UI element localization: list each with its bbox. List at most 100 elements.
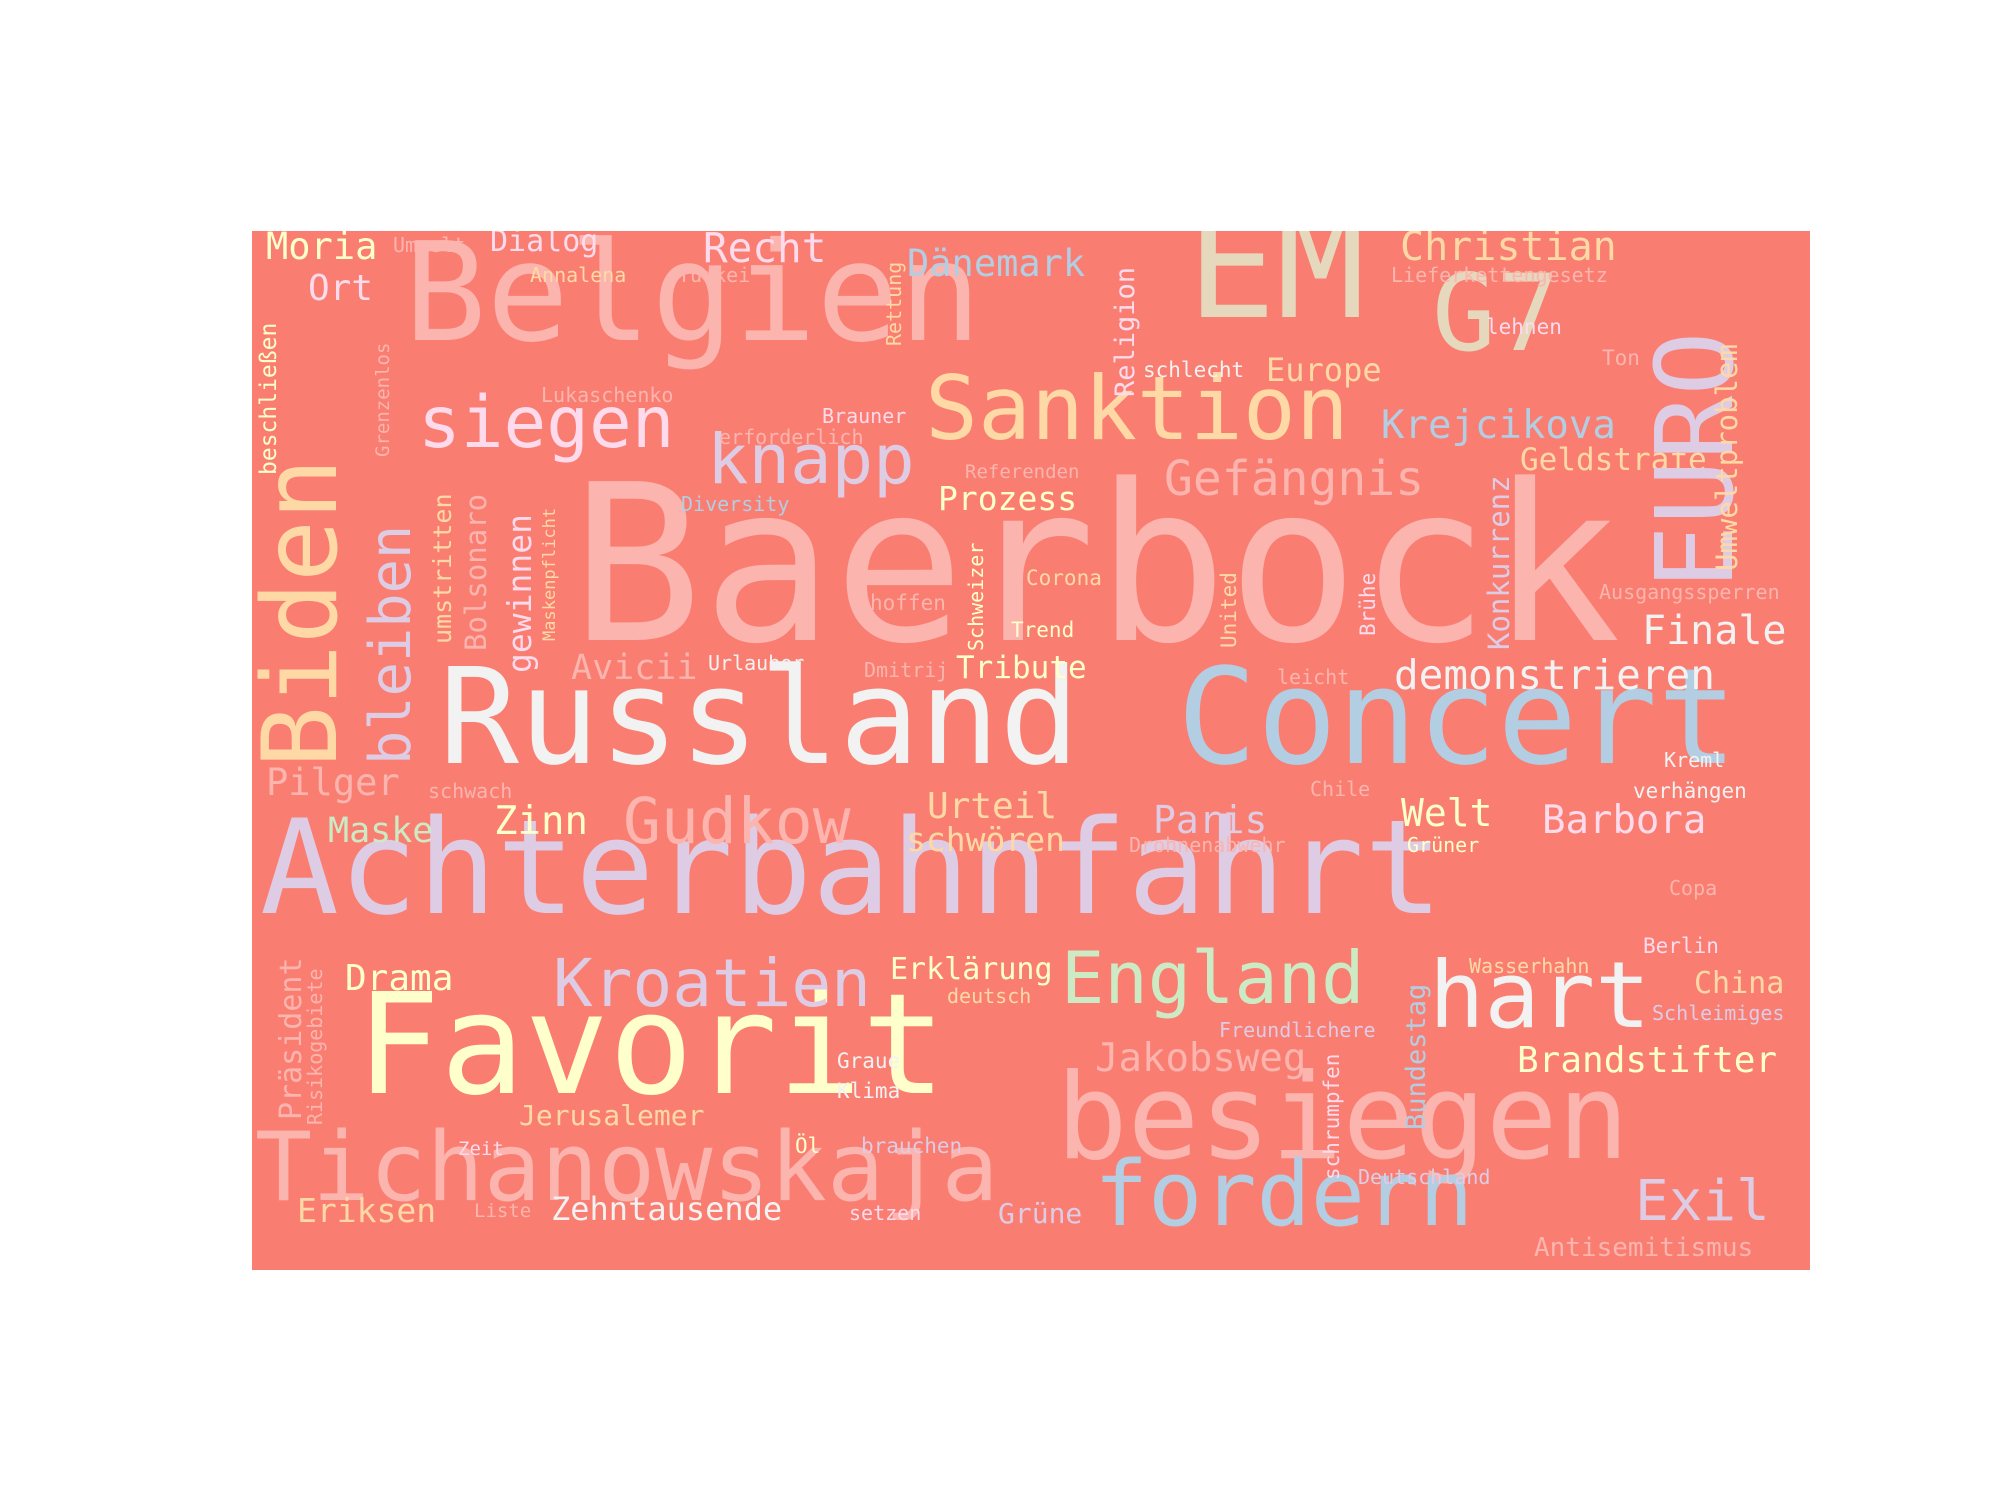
word-freundlichere: Freundlichere (1219, 1018, 1376, 1042)
word-bleiben: bleiben (358, 524, 424, 765)
word-schwach: schwach (428, 779, 513, 803)
word-china: China (1694, 966, 1785, 1001)
word-russland: Russland (439, 641, 1080, 795)
word-ton: Ton (1602, 346, 1640, 370)
word-cloud: Baerbock Achterbahnfahrt Russland Concer… (252, 231, 1810, 1270)
word-kreml: Kreml (1664, 748, 1725, 772)
word-europe: Europe (1266, 351, 1382, 389)
word-schwoeren: schwören (906, 820, 1065, 859)
word-krejcikova: Krejcikova (1381, 403, 1616, 448)
word-deutschland: Deutschland (1358, 1165, 1491, 1189)
word-dmitrij: Dmitrij (864, 658, 949, 682)
word-ort: Ort (308, 268, 374, 309)
word-gefaengnis: Gefängnis (1164, 451, 1425, 507)
word-exil: Exil (1635, 1169, 1770, 1234)
word-barbora: Barbora (1542, 798, 1707, 843)
word-risikogebiete: Risikogebiete (303, 968, 327, 1125)
word-geldstrafe: Geldstrafe (1520, 442, 1707, 478)
word-gruener: Grüner (1407, 833, 1480, 857)
word-tribute: Tribute (956, 650, 1087, 686)
word-wasserhahn: Wasserhahn (1469, 954, 1590, 978)
word-sanktion: Sanktion (925, 357, 1349, 460)
word-setzen: setzen (849, 1201, 922, 1225)
word-biden: Biden (252, 457, 361, 768)
word-schleimiges: Schleimiges (1652, 1001, 1785, 1025)
word-tuerkei: Türkei (678, 263, 751, 287)
word-favorit: Favorit (356, 964, 947, 1127)
word-berlin: Berlin (1643, 934, 1719, 958)
word-demonstrieren: demonstrieren (1394, 651, 1715, 699)
word-verhaengen: verhängen (1633, 779, 1747, 803)
word-referenden: Referenden (965, 461, 1080, 483)
word-lieferkettengesetz: Lieferkettengesetz (1391, 263, 1608, 287)
word-belgien: Belgien (404, 231, 982, 373)
word-pilger: Pilger (266, 761, 400, 804)
word-umwelt: Umwelt (393, 233, 466, 257)
word-zeit: Zeit (458, 1138, 504, 1160)
word-ausgangssperren: Ausgangssperren (1599, 580, 1780, 604)
word-dialog: Dialog (490, 231, 599, 259)
word-hart: hart (1429, 942, 1651, 1049)
word-diversity: Diversity (681, 492, 790, 516)
word-fordern: fordern (1094, 1142, 1474, 1247)
word-brandstifter: Brandstifter (1517, 1040, 1778, 1081)
word-lehnen: lehnen (1486, 315, 1562, 339)
word-religion: Religion (1110, 266, 1141, 397)
word-moria: Moria (266, 231, 378, 268)
word-antisemitismus: Antisemitismus (1534, 1233, 1754, 1263)
word-konkurrenz: Konkurrenz (1482, 475, 1516, 650)
word-concert: Concert (1177, 641, 1738, 795)
word-hoffen: hoffen (870, 591, 946, 615)
word-schlecht: schlecht (1143, 358, 1245, 382)
word-maske: Maske (328, 811, 434, 851)
word-urlauber: Urlauber (708, 651, 805, 675)
word-trend: Trend (1011, 618, 1075, 642)
word-liste: Liste (474, 1200, 532, 1222)
word-paris: Paris (1153, 798, 1268, 842)
word-tichanowskaja: Tichanowskaja (255, 1113, 999, 1223)
word-achterbahnfahrt: Achterbahnfahrt (260, 791, 1444, 944)
word-drama: Drama (345, 958, 454, 999)
word-umstritten: umstritten (428, 493, 457, 644)
word-rettung: Rettung (882, 261, 906, 346)
word-drohnenabwehr: Drohnenabwehr (1129, 833, 1286, 857)
word-avicii: Avicii (571, 648, 698, 688)
word-finale: Finale (1642, 608, 1787, 654)
word-gruene: Grüne (998, 1197, 1083, 1230)
word-graue: Graue (837, 1049, 901, 1073)
word-oel: Öl (795, 1134, 821, 1158)
word-welt: Welt (1401, 791, 1493, 835)
word-bruehe: Brühe (1356, 572, 1380, 636)
word-knapp: knapp (707, 420, 915, 500)
word-united: United (1217, 572, 1241, 648)
word-zehntausende: Zehntausende (551, 1190, 783, 1228)
word-urteil: Urteil (927, 786, 1058, 827)
word-copa: Copa (1669, 876, 1718, 900)
word-schweizer: Schweizer (964, 542, 988, 651)
word-bundestag: Bundestag (1401, 983, 1432, 1130)
word-christian: Christian (1400, 231, 1617, 270)
word-klima: Klima (837, 1079, 901, 1103)
word-siegen: siegen (418, 381, 675, 464)
word-erforderlich: erforderlich (719, 425, 864, 449)
word-zinn: Zinn (494, 799, 588, 844)
word-annalena: Annalena (530, 263, 627, 287)
word-jerusalemer: Jerusalemer (519, 1099, 705, 1132)
word-erklaerung: Erklärung (890, 952, 1053, 987)
word-besiegen: besiegen (1056, 1049, 1630, 1187)
word-umweltproblem: Umweltproblem (1710, 344, 1744, 571)
word-baerbock: Baerbock (571, 439, 1621, 692)
word-daenemark: Dänemark (907, 242, 1086, 285)
word-em: EM (1187, 231, 1366, 352)
word-grenzenlos: Grenzenlos (372, 342, 394, 457)
word-g7: G7 (1432, 252, 1560, 375)
word-england: England (1061, 936, 1365, 1020)
word-deutsch: deutsch (947, 984, 1032, 1008)
word-gudkow: Gudkow (623, 785, 851, 858)
word-maskenpflicht: Maskenpflicht (540, 507, 560, 641)
word-kroatien: Kroatien (553, 945, 871, 1022)
word-jakobsweg: Jakobsweg (1095, 1036, 1307, 1081)
word-recht: Recht (703, 231, 827, 272)
word-gewinnen: gewinnen (500, 514, 539, 673)
word-chile: Chile (1310, 777, 1371, 801)
